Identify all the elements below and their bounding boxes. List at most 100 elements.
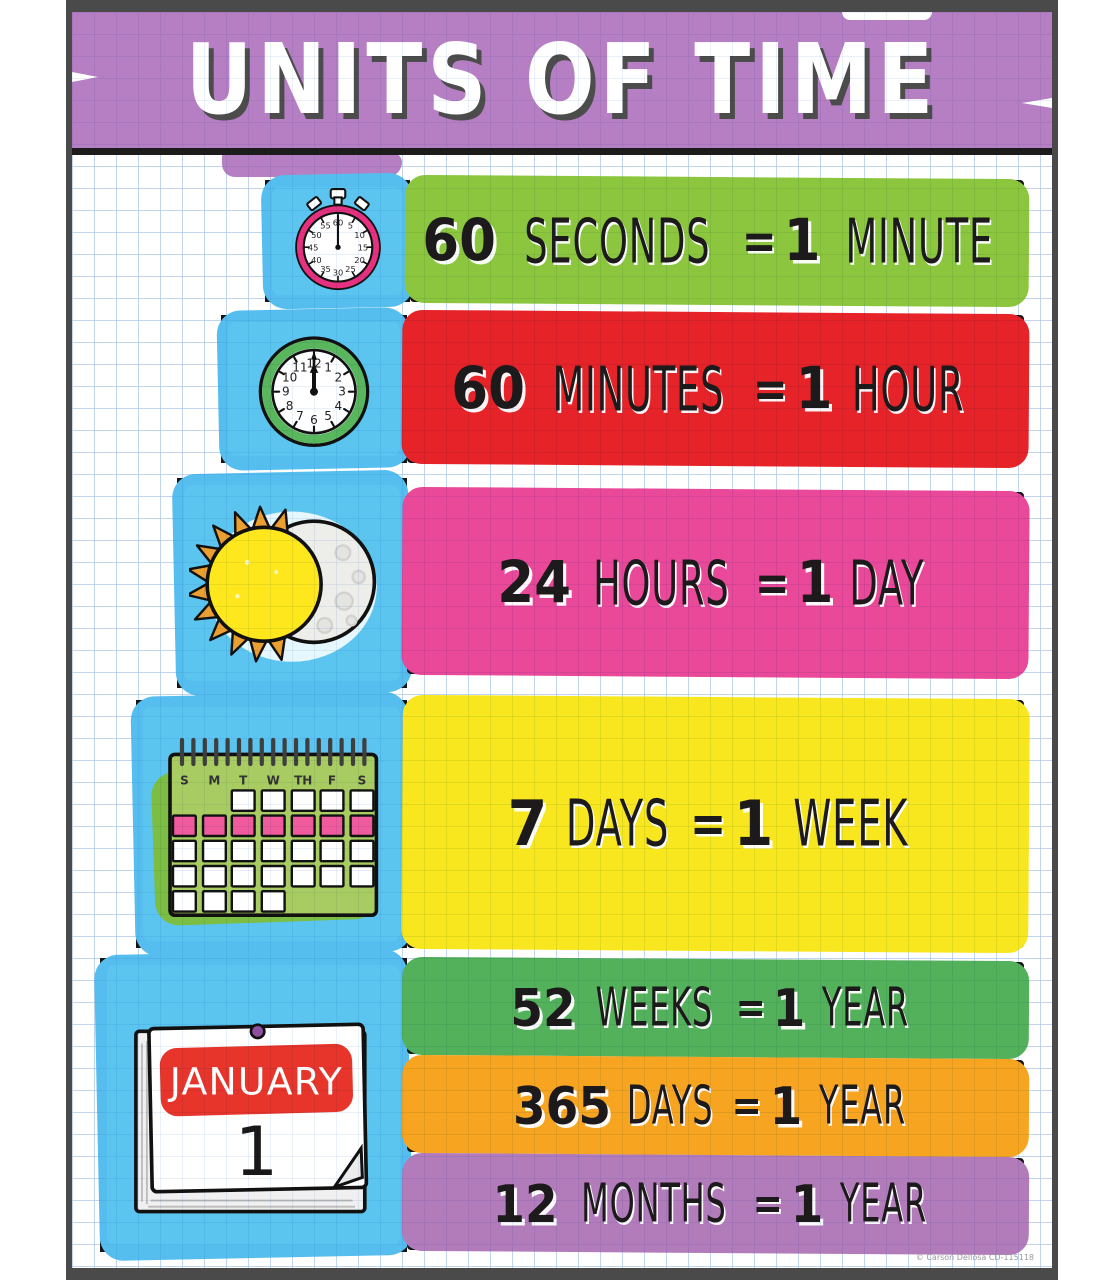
moon-craters (316, 544, 366, 634)
value: 60 (451, 355, 526, 423)
stopwatch-icon: 60 5 10 15 20 25 30 35 40 45 50 55 (294, 188, 381, 291)
brush-gap (72, 72, 98, 82)
day-label: 1 (234, 1113, 277, 1192)
day-headers: S M T W TH F S (180, 773, 366, 787)
calendar-grid (171, 789, 375, 913)
unit: YEAR (818, 1075, 906, 1137)
week-calendar-icon: S M T W TH F S (150, 737, 378, 926)
brush-gap (1022, 98, 1052, 108)
day-header: S (180, 773, 189, 787)
stopwatch-number: 15 (357, 242, 368, 252)
clock-icon: 12 1 2 3 4 5 6 7 8 9 10 11 (258, 336, 370, 447)
poster-header: UNITS OF TIME (72, 12, 1052, 155)
sun-moon-box (177, 478, 407, 688)
value: 365 (513, 1075, 612, 1137)
equation-bar-minutes-hour: 60 MINUTES = 1 HOUR (407, 315, 1024, 463)
day-header: T (239, 773, 248, 787)
sun-moon-icon (189, 505, 377, 663)
clock-number: 2 (335, 371, 343, 385)
units-of-time-poster: UNITS OF TIME 60 5 (66, 0, 1058, 1280)
clock-number: 7 (296, 409, 304, 423)
equals-sign: = (741, 211, 777, 271)
equation-months-year: 12 MONTHS = 1 YEAR (493, 1173, 937, 1235)
unit: MINUTE (845, 204, 993, 278)
equation-days-week: 7 DAYS = 1 WEEK (508, 786, 923, 861)
equals-sign: = (752, 1178, 784, 1230)
unit: MONTHS (581, 1173, 728, 1235)
clock-dial-numbers: 12 1 2 3 4 5 6 7 8 9 10 11 (282, 357, 346, 427)
unit: SECONDS (524, 204, 711, 278)
equation-bar-hours-day: 24 HOURS = 1 DAY (407, 492, 1024, 674)
poster-title: UNITS OF TIME (185, 23, 939, 137)
unit: DAY (848, 546, 924, 620)
day-header: S (357, 773, 366, 787)
equation-bar-weeks-year: 52 WEEKS = 1 YEAR (407, 962, 1024, 1054)
page-curl (329, 1143, 364, 1191)
value: 1 (784, 207, 821, 275)
spiral-binding (179, 737, 366, 767)
equation-weeks-year: 52 WEEKS = 1 YEAR (510, 977, 920, 1039)
brush-gap (842, 12, 932, 20)
value: 7 (507, 787, 548, 861)
clock-number: 1 (324, 360, 332, 374)
clock-number: 4 (335, 399, 343, 413)
stopwatch-number: 30 (332, 267, 343, 277)
value: 1 (733, 787, 774, 861)
stopwatch-number: 5 (347, 221, 352, 231)
month-label: JANUARY (167, 1060, 342, 1104)
clock-number: 9 (282, 385, 290, 399)
equation-bar-seconds-minute: 60 SECONDS = 1 MINUTE (410, 180, 1024, 302)
day-header: M (208, 773, 220, 787)
stopwatch-box: 60 5 10 15 20 25 30 35 40 45 50 55 (265, 180, 410, 302)
equals-sign: = (753, 359, 789, 419)
unit: WEEK (793, 786, 909, 862)
clock-number: 11 (292, 360, 307, 374)
equals-sign: = (690, 793, 727, 855)
clock-number: 3 (338, 385, 346, 399)
clock-number: 5 (324, 409, 332, 423)
value: 52 (510, 977, 576, 1039)
stopwatch-number: 40 (311, 255, 322, 265)
unit: HOURS (593, 546, 730, 620)
unit: MINUTES (552, 352, 724, 426)
value: 1 (795, 355, 833, 423)
stopwatch-number: 10 (354, 230, 365, 240)
stopwatch-number: 50 (311, 230, 322, 240)
stopwatch-number: 25 (345, 264, 356, 274)
sun (205, 525, 323, 643)
equals-sign: = (732, 1080, 763, 1132)
pin (249, 1023, 266, 1040)
clock-number: 10 (282, 371, 297, 385)
equation-bar-months-year: 12 MONTHS = 1 YEAR (407, 1158, 1024, 1250)
sun-sparkles (235, 559, 279, 599)
week-calendar-box: S M T W TH F S (136, 700, 407, 948)
equation-days-year: 365 DAYS = 1 YEAR (513, 1075, 917, 1137)
month-banner (159, 1043, 353, 1117)
january-calendar-icon: JANUARY 1 (133, 1022, 368, 1214)
equation-bar-days-year: 365 DAYS = 1 YEAR (407, 1060, 1024, 1152)
equals-sign: = (735, 982, 766, 1034)
value: 1 (797, 549, 834, 617)
clock-number: 8 (286, 399, 294, 413)
value: 24 (497, 549, 571, 617)
clock-number: 6 (310, 413, 318, 427)
unit: YEAR (839, 1173, 927, 1235)
equals-sign: = (754, 553, 790, 613)
january-calendar-box: JANUARY 1 (100, 958, 407, 1252)
stopwatch-number: 45 (307, 242, 318, 252)
value: 1 (790, 1173, 824, 1235)
clock-box: 12 1 2 3 4 5 6 7 8 9 10 11 (221, 315, 407, 463)
stopwatch-number: 55 (320, 221, 331, 231)
unit: DAYS (565, 786, 670, 862)
unit: HOUR (852, 352, 965, 426)
unit: YEAR (822, 977, 910, 1039)
value: 60 (422, 207, 496, 275)
unit: WEEKS (595, 977, 713, 1039)
equation-bar-days-week: 7 DAYS = 1 WEEK (407, 700, 1024, 948)
copyright-text: © Carson Dellosa CD-115118 (915, 1253, 1034, 1262)
stopwatch-number: 35 (320, 264, 331, 274)
day-header: F (327, 773, 335, 787)
day-header: TH (294, 773, 312, 787)
equation-seconds-minute: 60 SECONDS = 1 MINUTE (422, 205, 1011, 277)
